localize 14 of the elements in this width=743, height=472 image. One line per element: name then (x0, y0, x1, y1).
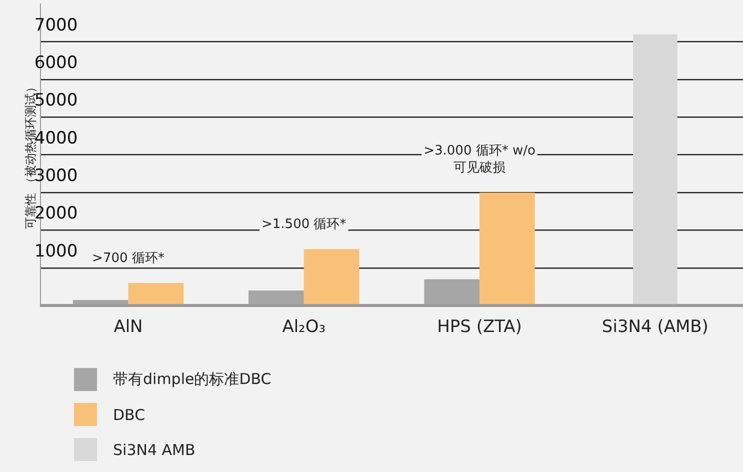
y-axis-title: 可靠性 （被动热循环测试） (23, 80, 38, 229)
x-tick-label: HPS (ZTA) (437, 317, 522, 338)
legend-label: Si3N4 AMB (113, 440, 196, 458)
y-tick-label: 6000 (34, 52, 78, 73)
y-tick-label: 1000 (34, 241, 78, 262)
annotation: >1.500 循环* (262, 216, 347, 232)
x-tick-label: Al₂O₃ (282, 317, 326, 338)
annotation: >3.000 循环* w/o 可见破损 (424, 143, 536, 176)
legend-label: DBC (113, 406, 146, 424)
y-tick-label: 7000 (34, 15, 78, 36)
annotation: >700 循环* (92, 250, 165, 266)
legend-label: 带有dimple的标准DBC (113, 370, 272, 389)
x-tick-label: Si3N4 (AMB) (602, 317, 708, 338)
x-tick-label: AlN (114, 317, 143, 338)
